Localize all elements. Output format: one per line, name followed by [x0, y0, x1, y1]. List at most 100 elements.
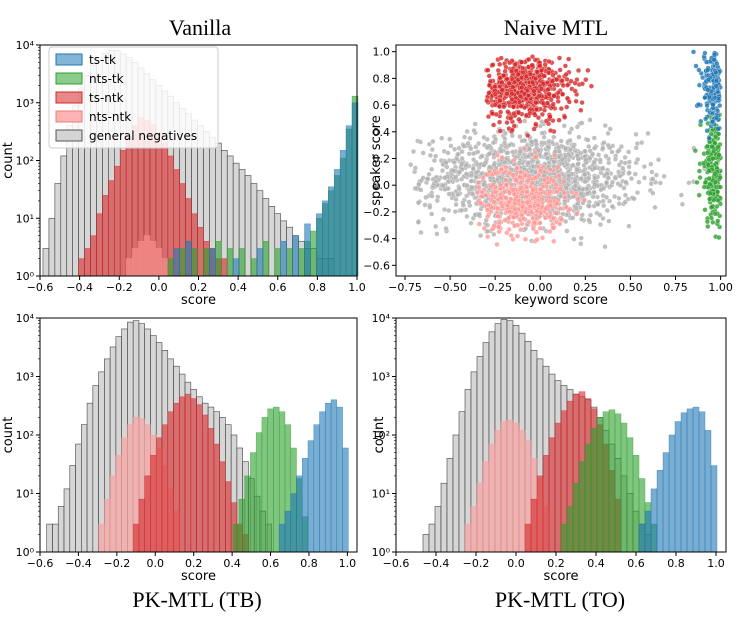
- point: [535, 202, 541, 208]
- bar: [262, 240, 270, 277]
- point: [429, 147, 435, 153]
- bar: [190, 398, 197, 553]
- bar: [114, 165, 121, 277]
- point: [652, 204, 658, 210]
- point: [499, 203, 506, 209]
- point: [554, 76, 560, 83]
- point: [694, 179, 700, 185]
- point: [524, 184, 530, 190]
- bar: [662, 452, 670, 553]
- point: [696, 192, 702, 198]
- point: [586, 203, 592, 209]
- bar: [328, 186, 335, 277]
- bar: [48, 217, 56, 277]
- point: [706, 94, 712, 100]
- bar: [115, 455, 122, 553]
- point: [572, 178, 578, 184]
- point: [444, 164, 450, 170]
- point: [636, 179, 642, 185]
- x-tick-label: 0.8: [300, 557, 318, 570]
- point: [555, 90, 561, 96]
- point: [507, 60, 513, 66]
- point: [511, 110, 517, 117]
- bar: [232, 523, 240, 553]
- point: [587, 117, 593, 123]
- point: [563, 71, 569, 77]
- point: [565, 169, 572, 175]
- point: [595, 201, 601, 208]
- x-tick-label: 0.6: [269, 281, 287, 294]
- point: [704, 143, 710, 149]
- point: [545, 87, 551, 93]
- point: [563, 145, 569, 151]
- point: [488, 209, 494, 215]
- point: [715, 189, 721, 195]
- bar: [518, 430, 526, 553]
- point: [592, 165, 598, 171]
- bar: [150, 455, 157, 553]
- point: [516, 160, 522, 166]
- y-tick-label: 10⁰: [372, 546, 391, 559]
- point: [516, 116, 522, 122]
- point: [609, 149, 615, 155]
- point: [491, 199, 497, 205]
- point: [574, 124, 580, 130]
- point: [609, 203, 615, 209]
- point: [494, 241, 500, 248]
- point: [470, 166, 476, 172]
- bar: [179, 396, 186, 553]
- point: [716, 152, 722, 158]
- point: [539, 235, 546, 241]
- point: [705, 77, 712, 83]
- bar: [109, 475, 117, 553]
- point: [633, 131, 639, 137]
- point: [600, 165, 606, 171]
- point: [486, 151, 492, 157]
- point: [678, 192, 684, 198]
- point: [495, 67, 501, 74]
- point: [715, 218, 721, 224]
- point: [519, 59, 525, 65]
- bar: [69, 465, 76, 553]
- point: [473, 144, 479, 150]
- point: [597, 222, 604, 228]
- point: [634, 141, 640, 147]
- point: [420, 175, 426, 181]
- point: [486, 90, 492, 96]
- point: [584, 191, 590, 197]
- bar: [161, 142, 169, 277]
- point: [473, 174, 479, 181]
- point: [540, 81, 546, 87]
- bar: [464, 523, 472, 553]
- point: [578, 176, 584, 182]
- bar: [63, 488, 71, 553]
- point: [537, 63, 543, 69]
- point: [522, 209, 528, 215]
- bar: [322, 200, 329, 277]
- point: [417, 139, 424, 145]
- point: [618, 144, 624, 150]
- bar: [632, 455, 640, 553]
- point: [534, 142, 540, 148]
- point: [484, 222, 490, 228]
- point: [566, 99, 572, 105]
- legend-swatch-ts-ntk: [55, 91, 83, 104]
- point: [551, 159, 557, 165]
- point: [433, 153, 439, 159]
- point: [578, 241, 584, 247]
- point: [711, 52, 718, 58]
- point: [563, 185, 569, 191]
- point: [603, 153, 609, 159]
- bar: [125, 258, 133, 277]
- bar: [506, 419, 514, 553]
- point: [709, 143, 715, 149]
- point: [715, 108, 721, 114]
- point: [534, 237, 540, 243]
- point: [453, 196, 459, 202]
- point: [486, 73, 492, 79]
- point: [477, 200, 483, 206]
- point: [604, 207, 610, 214]
- bar: [207, 428, 215, 553]
- point: [597, 212, 603, 218]
